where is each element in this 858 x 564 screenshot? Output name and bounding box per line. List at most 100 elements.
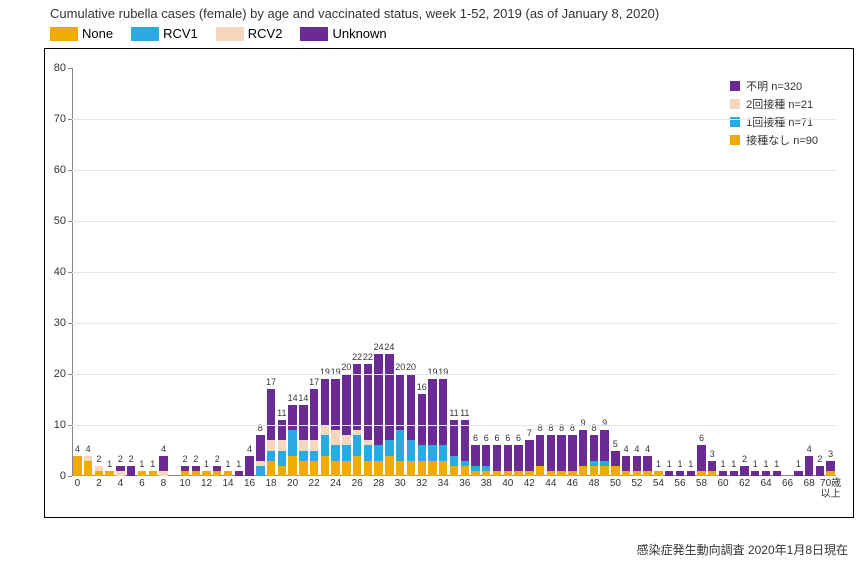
x-tick-label: 32 (416, 476, 427, 489)
bar-segment-unknown (579, 430, 587, 466)
bar-segment-none (536, 466, 544, 476)
x-tick-label: 56 (674, 476, 685, 489)
bar-segment-none (288, 456, 296, 476)
legend-swatch (730, 99, 740, 109)
bar-total-label: 4 (639, 444, 656, 454)
bar-segment-rcv2 (310, 440, 318, 450)
bar-segment-rcv2 (353, 430, 361, 435)
bar-segment-none (364, 461, 372, 476)
x-tick-label: 2 (96, 476, 102, 489)
gridline (72, 221, 836, 222)
y-tick-mark (68, 476, 72, 477)
bar-segment-rcv2 (256, 461, 264, 466)
legend-swatch (730, 135, 740, 145)
x-tick-label: 10 (179, 476, 190, 489)
x-tick-label: 58 (696, 476, 707, 489)
chart-title: Cumulative rubella cases (female) by age… (50, 6, 659, 21)
bar-segment-rcv2 (364, 440, 372, 445)
bar-segment-rcv1 (590, 461, 598, 466)
bar-segment-rcv2 (299, 440, 307, 450)
bar-segment-none (149, 471, 157, 476)
bar-segment-rcv1 (428, 445, 436, 460)
bar-total-label: 3 (704, 449, 721, 459)
legend-item: Unknown (300, 26, 386, 41)
x-tick-label: 50 (610, 476, 621, 489)
legend-label: 1回接種 n=71 (746, 114, 813, 130)
y-tick-mark (68, 119, 72, 120)
bar-segment-none (493, 471, 501, 476)
bar-segment-unknown (514, 445, 522, 471)
bar-segment-none (568, 471, 576, 476)
bar-segment-rcv1 (256, 466, 264, 476)
bar-total-label: 20 (403, 362, 420, 372)
bar-segment-none (504, 471, 512, 476)
bar-segment-unknown (568, 435, 576, 471)
bar-segment-none (385, 456, 393, 476)
x-tick-label: 34 (438, 476, 449, 489)
gridline (72, 119, 836, 120)
bar-segment-unknown (687, 471, 695, 476)
bar-segment-unknown (374, 354, 382, 446)
x-tick-label: 40 (502, 476, 513, 489)
legend-swatch (216, 27, 244, 41)
x-tick-label: 52 (631, 476, 642, 489)
bar-segment-none (342, 461, 350, 476)
footer-text: 感染症発生動向調査 2020年1月8日現在 (637, 541, 848, 558)
bar-total-label: 19 (435, 367, 452, 377)
bar-segment-unknown (278, 420, 286, 440)
bar-segment-unknown (364, 364, 372, 441)
bar-segment-unknown (342, 374, 350, 435)
x-tick-label: 64 (760, 476, 771, 489)
bar-segment-none (439, 461, 447, 476)
bar-total-label: 9 (596, 418, 613, 428)
bar-segment-none (622, 471, 630, 476)
legend-label: 不明 n=320 (746, 78, 802, 94)
x-tick-label: 48 (588, 476, 599, 489)
bar-segment-unknown (321, 379, 329, 425)
gridline (72, 323, 836, 324)
bar-segment-unknown (235, 471, 243, 476)
bar-segment-unknown (547, 435, 555, 471)
bar-segment-rcv1 (385, 440, 393, 455)
bar-segment-rcv1 (482, 466, 490, 471)
bar-segment-unknown (331, 379, 339, 430)
bar-segment-rcv1 (471, 466, 479, 471)
bar-segment-none (428, 461, 436, 476)
x-tick-label: 38 (481, 476, 492, 489)
y-tick-mark (68, 272, 72, 273)
legend-label: 2回接種 n=21 (746, 96, 813, 112)
bar-segment-unknown (471, 445, 479, 465)
bar-segment-rcv1 (321, 435, 329, 455)
gridline (72, 170, 836, 171)
x-tick-label: 20 (287, 476, 298, 489)
inner-legend-item: 接種なし n=90 (730, 132, 818, 148)
y-tick-mark (68, 374, 72, 375)
bar-segment-unknown (676, 471, 684, 476)
legend-swatch (300, 27, 328, 41)
bar-segment-none (826, 471, 834, 476)
bar-total-label: 4 (155, 444, 172, 454)
legend-label: Unknown (332, 26, 386, 41)
inner-legend-item: 2回接種 n=21 (730, 96, 818, 112)
bar-segment-unknown (665, 471, 673, 476)
bar-segment-rcv2 (116, 471, 124, 476)
bar-segment-rcv1 (364, 445, 372, 460)
bar-total-label: 24 (381, 342, 398, 352)
legend-item: RCV2 (216, 26, 283, 41)
x-tick-label: 44 (545, 476, 556, 489)
legend-label: RCV2 (248, 26, 283, 41)
bar-segment-unknown (719, 471, 727, 476)
bar-segment-none (181, 471, 189, 476)
bar-segment-rcv1 (310, 451, 318, 461)
bar-segment-none (611, 466, 619, 476)
bar-segment-none (697, 471, 705, 476)
bar-segment-none (374, 461, 382, 476)
bar-segment-rcv1 (418, 445, 426, 460)
inner-legend-item: 不明 n=320 (730, 78, 818, 94)
legend-item: RCV1 (131, 26, 198, 41)
legend-label: None (82, 26, 113, 41)
x-tick-label: 18 (266, 476, 277, 489)
bar-segment-none (321, 456, 329, 476)
bar-segment-none (418, 461, 426, 476)
legend-swatch (50, 27, 78, 41)
